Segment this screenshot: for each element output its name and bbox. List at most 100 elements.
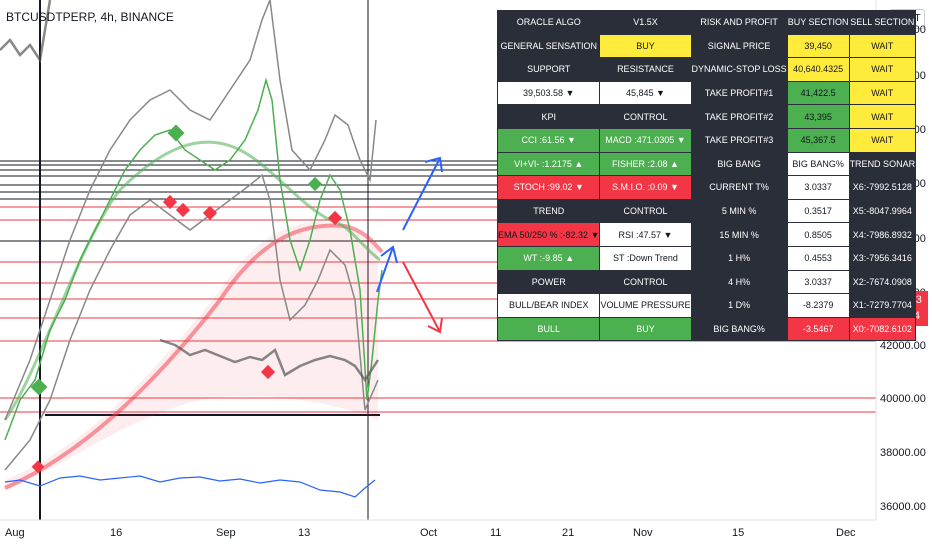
table-cell: 3.0337 [786,175,850,200]
table-cell: S.M.I.O. :0.09 ▼ [599,175,692,200]
table-cell: 1 H% [690,245,788,271]
table-cell: SIGNAL PRICE [690,33,788,59]
table-cell: X6:-7992.5128 [848,175,917,200]
table-cell: BULL [496,316,601,342]
table-row: SUPPORT RESISTANCE DYNAMIC-STOP LOSS 40,640… [496,57,917,82]
table-cell: RESISTANCE [599,57,692,82]
table-cell: EMA 50/250 % :-82.32 ▼ [496,222,601,247]
time-tick: Sep [216,527,236,539]
table-cell: CCI :61.56 ▼ [496,127,601,153]
table-cell: BULL/BEAR INDEX [496,293,601,318]
oracle-algo-table: ORACLE ALGO V1.5X RISK AND PROFIT BUY SECTI… [496,10,917,342]
table-cell: 45,367.5 [786,127,850,153]
trend-arrows [376,156,443,334]
symbol-title[interactable]: BTCUSDTPERP, 4h, BINANCE [6,10,174,24]
table-row: VI+VI- :1.2175 ▲ FISHER :2.08 ▲ BIG BANG BI… [496,151,917,177]
price-line [4,77,383,441]
table-cell: VI+VI- :1.2175 ▲ [496,151,601,177]
table-row: STOCH :99.02 ▼ S.M.I.O. :0.09 ▼ CURRENT T%… [496,175,917,200]
time-tick: Nov [633,527,653,539]
gray-indicator-line [0,0,380,383]
table-cell: TAKE PROFIT#1 [690,80,788,106]
table-row: 39,503.58 ▼ 45,845 ▼ TAKE PROFIT#1 41,422.5… [496,80,917,106]
table-cell: 0.4553 [786,245,850,271]
table-row: GENERAL SENSATION BUY SIGNAL PRICE 39,450 WA… [496,33,917,59]
table-cell: VOLUME PRESSURE [599,293,692,318]
table-row: KPI CONTROL TAKE PROFIT#2 43,395 WAIT [496,104,917,129]
price-tick: 40000.00 [880,393,926,405]
table-cell: WT :-9.85 ▲ [496,245,601,271]
table-cell: -3.5467 [786,316,850,342]
table-row: WT :-9.85 ▲ ST :Down Trend 1 H% 0.4553 X3:-7… [496,245,917,271]
table-cell: BUY [599,33,692,59]
blue-oscillator-line [4,475,376,498]
table-cell: X4:-7986.8932 [848,222,917,247]
price-tick: 36000.00 [880,501,926,513]
table-cell: 40,640.4325 [786,57,850,82]
table-cell: 41,422.5 [786,80,850,106]
price-tick: 38000.00 [880,447,926,459]
table-cell: ORACLE ALGO [496,10,601,35]
table-cell: 39,450 [786,33,850,59]
table-cell: WAIT [848,57,917,82]
table-row: EMA 50/250 % :-82.32 ▼ RSI :47.57 ▼ 15 MIN… [496,222,917,247]
table-cell: BUY SECTION [786,10,850,35]
time-tick: 21 [562,527,575,539]
table-cell: 3.0337 [786,269,850,295]
table-row: BULL/BEAR INDEX VOLUME PRESSURE 1 D% -8.237… [496,293,917,318]
table-cell: ST :Down Trend [599,245,692,271]
table-cell: CONTROL [599,104,692,129]
time-tick: Oct [420,527,438,539]
table-cell: 45,845 ▼ [599,80,692,106]
time-tick: 11 [490,527,502,539]
table-row: CCI :61.56 ▼ MACD :471.0305 ▼ TAKE PROFIT#… [496,127,917,153]
table-cell: RSI :47.57 ▼ [599,222,692,247]
table-cell: KPI [496,104,601,129]
table-cell: CONTROL [599,269,692,295]
time-tick: Dec [836,527,856,539]
time-tick: 16 [110,527,123,539]
table-cell: TAKE PROFIT#3 [690,127,788,153]
table-cell: FISHER :2.08 ▲ [599,151,692,177]
time-tick: Aug [5,527,25,539]
table-cell: WAIT [848,104,917,129]
table-cell: MACD :471.0305 ▼ [599,127,692,153]
table-cell: -8.2379 [786,293,850,318]
table-cell: X5:-8047.9964 [848,198,917,224]
table-cell: TREND [496,198,601,224]
time-tick: 15 [732,527,745,539]
table-cell: GENERAL SENSATION [496,33,601,59]
table-cell: BIG BANG [690,151,788,177]
red-cloud-fill [5,222,378,490]
table-cell: X1:-7279.7704 [848,293,917,318]
table-cell: TREND SONAR [848,151,917,177]
table-cell: 0.3517 [786,198,850,224]
table-cell: WAIT [848,127,917,153]
table-cell: 5 MIN % [690,198,788,224]
time-tick: 13 [298,527,311,539]
table-row: ORACLE ALGO V1.5X RISK AND PROFIT BUY SECTI… [496,10,917,35]
ema-250-line [4,223,384,490]
table-cell: 39,503.58 ▼ [496,80,601,106]
table-cell: DYNAMIC-STOP LOSS [690,57,788,82]
table-cell: BUY [599,316,692,342]
table-cell: 15 MIN % [690,222,788,247]
table-row: POWER CONTROL 4 H% 3.0337 X2:-7674.0908 [496,269,917,295]
table-cell: TAKE PROFIT#2 [690,104,788,129]
table-cell: X2:-7674.0908 [848,269,917,295]
table-cell: STOCH :99.02 ▼ [496,175,601,200]
table-cell: X0:-7082.6102 [848,316,917,342]
table-cell: 1 D% [690,293,788,318]
price-tick: 42000.00 [880,340,926,352]
bollinger-lower [4,173,379,471]
table-cell: CONTROL [599,198,692,224]
table-cell: WAIT [848,33,917,59]
table-cell: SUPPORT [496,57,601,82]
table-cell: 0.8505 [786,222,850,247]
table-cell: X3:-7956.3416 [848,245,917,271]
table-row: BULL BUY BIG BANG% -3.5467 X0:-7082.6102 [496,316,917,342]
table-cell: V1.5X [599,10,692,35]
table-row: TREND CONTROL 5 MIN % 0.3517 X5:-8047.9964 [496,198,917,224]
table-cell: CURRENT T% [690,175,788,200]
table-cell: BIG BANG% [690,316,788,342]
